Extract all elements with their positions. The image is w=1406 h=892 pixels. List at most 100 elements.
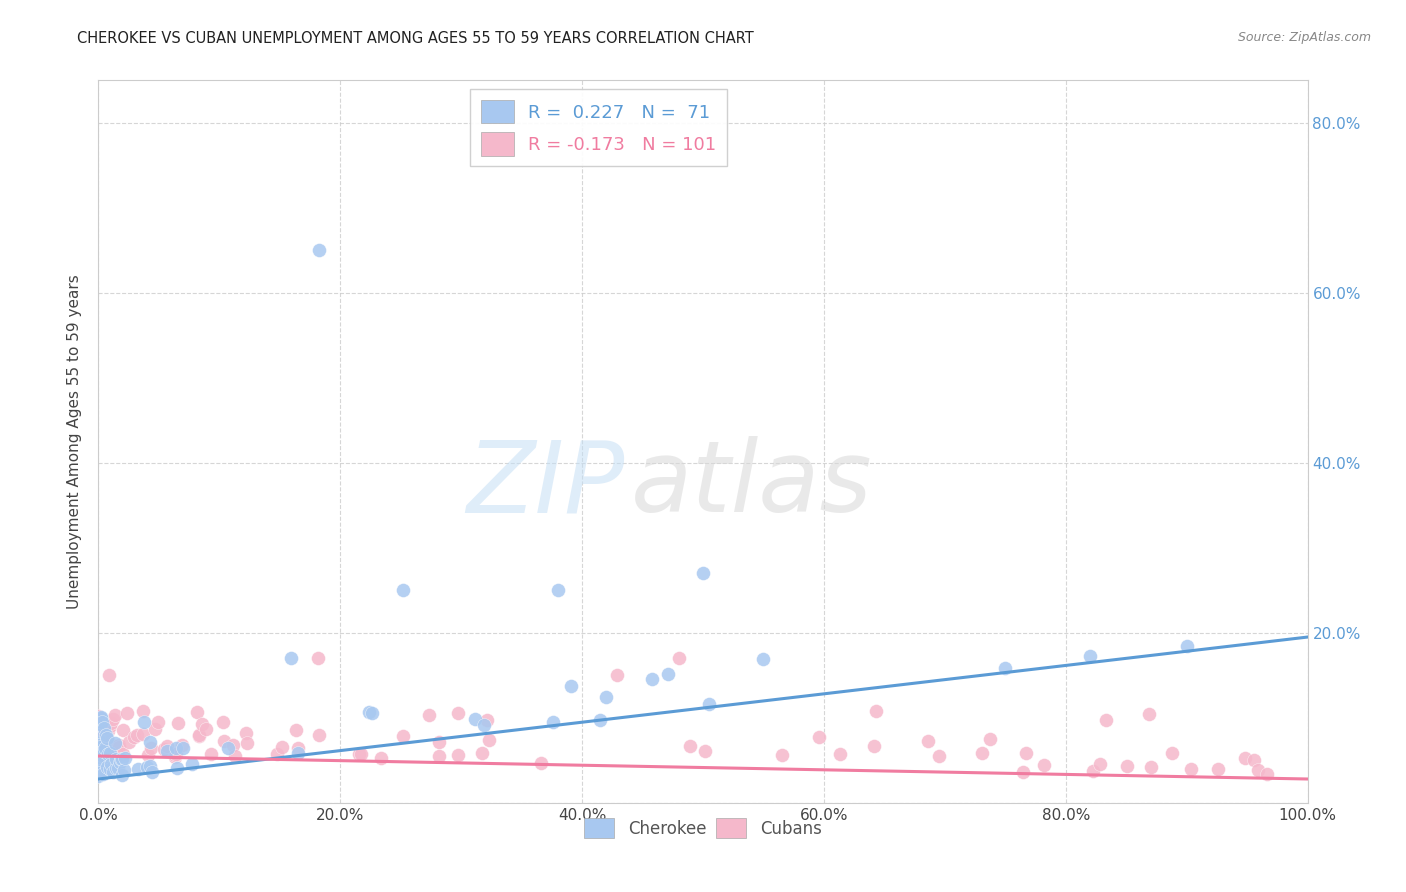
Point <box>100 747 122 761</box>
Point <box>770 747 793 762</box>
Point <box>928 749 950 764</box>
Point <box>103 736 125 750</box>
Point <box>165 747 187 762</box>
Point <box>427 734 450 748</box>
Point <box>87 746 110 760</box>
Point <box>307 651 329 665</box>
Text: CHEROKEE VS CUBAN UNEMPLOYMENT AMONG AGES 55 TO 59 YEARS CORRELATION CHART: CHEROKEE VS CUBAN UNEMPLOYMENT AMONG AGE… <box>77 31 754 46</box>
Text: ZIP: ZIP <box>467 436 624 533</box>
Point <box>370 751 392 765</box>
Point <box>114 751 136 765</box>
Point <box>93 742 115 756</box>
Point <box>87 709 110 723</box>
Point <box>464 712 486 726</box>
Point <box>217 741 239 756</box>
Point <box>101 740 124 755</box>
Point <box>692 566 714 581</box>
Point <box>87 763 110 777</box>
Point <box>235 726 257 740</box>
Point <box>97 747 120 762</box>
Point <box>693 744 716 758</box>
Point <box>285 723 308 737</box>
Point <box>187 729 209 743</box>
Point <box>108 739 131 754</box>
Point <box>697 697 720 711</box>
Point <box>641 672 664 686</box>
Point <box>212 715 235 730</box>
Point <box>1243 753 1265 767</box>
Point <box>163 750 186 764</box>
Point <box>104 708 127 723</box>
Point <box>93 721 115 735</box>
Point <box>236 736 259 750</box>
Point <box>110 752 132 766</box>
Point <box>200 747 222 761</box>
Point <box>91 767 114 781</box>
Point <box>186 705 208 719</box>
Point <box>668 651 690 665</box>
Point <box>141 764 163 779</box>
Point <box>752 652 775 666</box>
Point <box>1246 763 1268 777</box>
Point <box>91 743 114 757</box>
Point <box>1206 762 1229 776</box>
Text: Source: ZipAtlas.com: Source: ZipAtlas.com <box>1237 31 1371 45</box>
Point <box>865 705 887 719</box>
Point <box>392 583 415 598</box>
Point <box>127 762 149 776</box>
Point <box>97 723 120 738</box>
Point <box>1140 760 1163 774</box>
Legend: Cherokee, Cubans: Cherokee, Cubans <box>578 812 828 845</box>
Point <box>96 760 118 774</box>
Point <box>112 763 135 777</box>
Point <box>112 723 135 738</box>
Point <box>132 714 155 729</box>
Point <box>153 742 176 756</box>
Point <box>100 746 122 760</box>
Point <box>139 759 162 773</box>
Point <box>98 762 121 776</box>
Point <box>1094 713 1116 727</box>
Point <box>90 711 112 725</box>
Point <box>112 747 135 761</box>
Point <box>90 747 112 762</box>
Point <box>107 739 129 753</box>
Point <box>166 761 188 775</box>
Point <box>172 738 194 752</box>
Point <box>224 749 246 764</box>
Point <box>111 768 134 782</box>
Point <box>167 715 190 730</box>
Point <box>657 666 679 681</box>
Point <box>107 761 129 775</box>
Point <box>266 747 288 761</box>
Point <box>547 583 569 598</box>
Point <box>287 746 309 760</box>
Text: atlas: atlas <box>630 436 872 533</box>
Point <box>104 752 127 766</box>
Point <box>1256 766 1278 780</box>
Point <box>110 756 132 770</box>
Point <box>91 731 114 746</box>
Point <box>89 729 111 743</box>
Point <box>194 723 217 737</box>
Point <box>1180 762 1202 776</box>
Point <box>97 668 120 682</box>
Point <box>191 717 214 731</box>
Point <box>165 740 187 755</box>
Point <box>308 728 330 742</box>
Point <box>347 747 370 761</box>
Point <box>87 768 110 782</box>
Point <box>100 715 122 730</box>
Point <box>1088 757 1111 772</box>
Point <box>87 716 110 731</box>
Point <box>117 706 139 720</box>
Point <box>122 731 145 745</box>
Point <box>117 735 139 749</box>
Point <box>87 736 110 750</box>
Point <box>156 744 179 758</box>
Point <box>359 706 381 720</box>
Point <box>87 738 110 752</box>
Point <box>139 741 162 756</box>
Point <box>89 726 111 740</box>
Point <box>93 748 115 763</box>
